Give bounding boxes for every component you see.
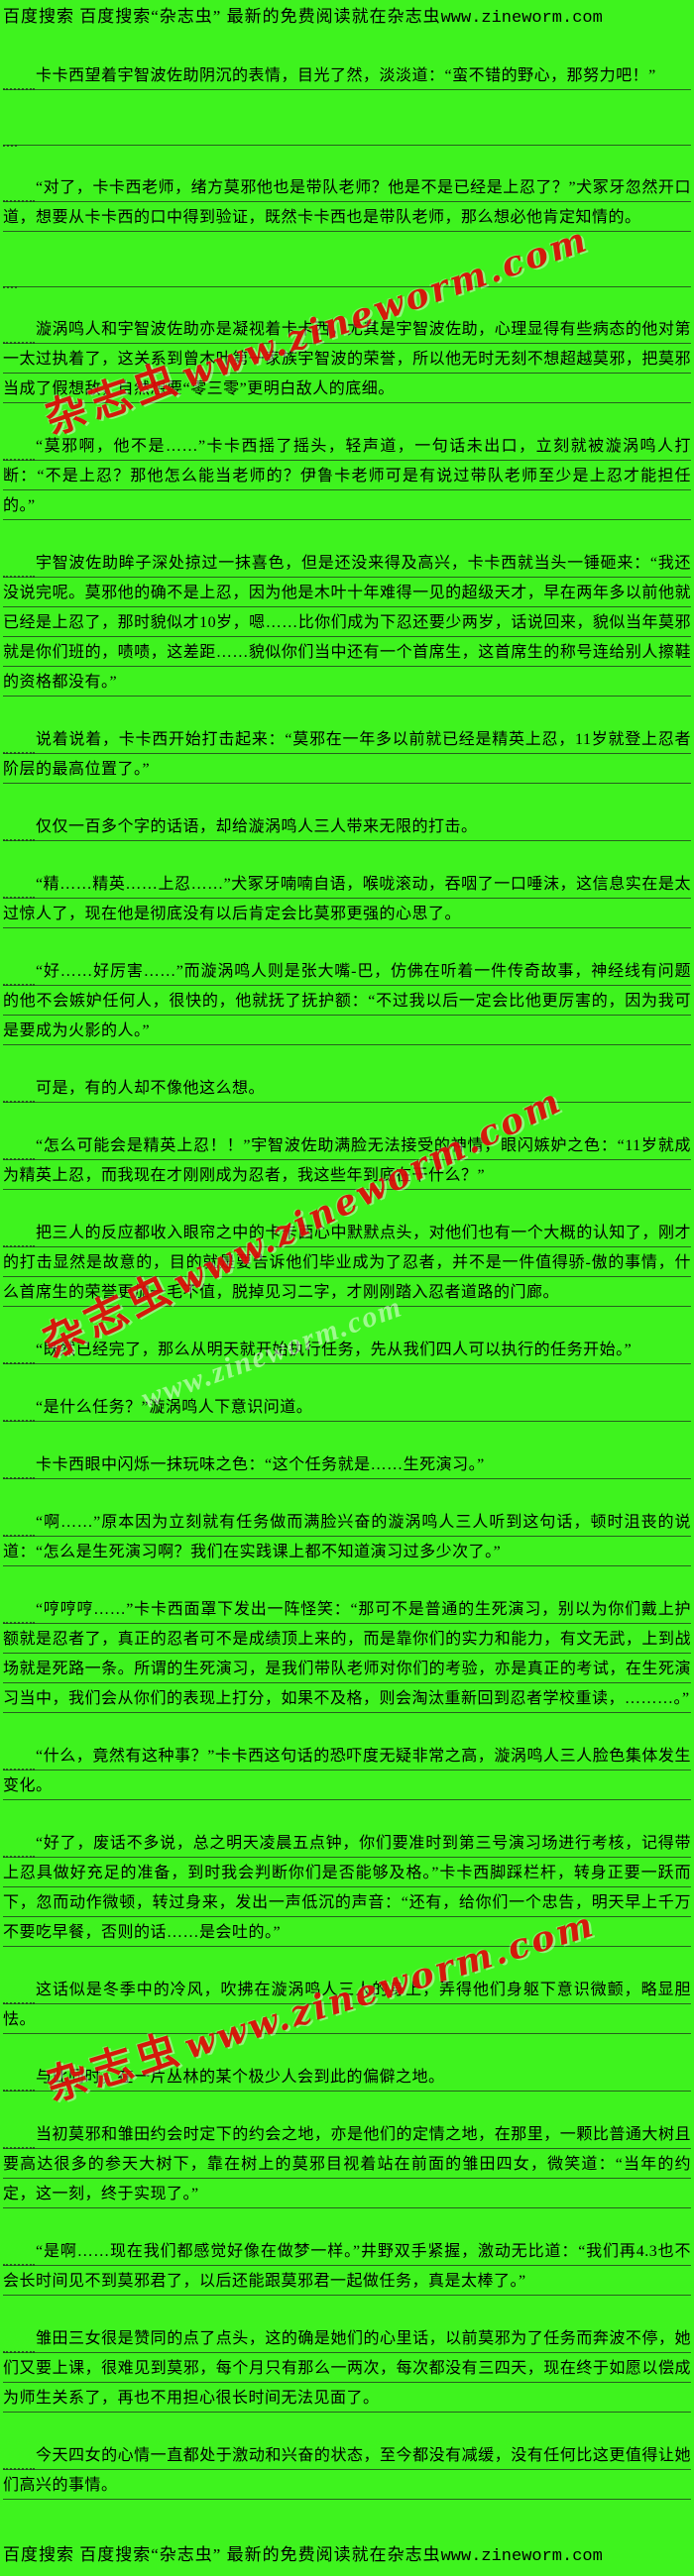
- header-site-url: www.zineworm.com: [440, 9, 603, 28]
- paragraph: “什么，竟然有这种事？”卡卡西这句话的恐吓度无疑非常之高，漩涡鸣人三人脸色集体发…: [3, 1742, 691, 1801]
- paragraph: 与此同时，在一片丛林的某个极少人会到此的偏僻之地。: [3, 2063, 691, 2093]
- header-text: 百度搜索 百度搜索“杂志虫” 最新的免费阅读就在杂志虫: [3, 7, 441, 26]
- paragraph: “怎么可能会是精英上忍！！”宇智波佐助满脸无法接受的神情，眼闪嫉妒之色：“11岁…: [3, 1131, 691, 1191]
- paragraph: 说着说着，卡卡西开始打击起来：“莫邪在一年多以前就已经是精英上忍，11岁就登上忍…: [3, 725, 691, 785]
- paragraph: “好……好厉害……”而漩涡鸣人则是张大嘴-巴，仿佛在听着一件传奇故事，神经线有问…: [3, 957, 691, 1046]
- paragraph: 漩涡鸣人和宇智波佐助亦是凝视着卡卡西，尤其是宇智波佐助，心理显得有些病态的他对第…: [3, 315, 691, 404]
- paragraph: “是啊……现在我们都感觉好像在做梦一样。”井野双手紧握，激动无比道：“我们再4.…: [3, 2237, 691, 2297]
- paragraph: 卡卡西眼中闪烁一抹玩味之色：“这个任务就是……生死演习。”: [3, 1450, 691, 1480]
- paragraph: “莫邪啊，他不是……”卡卡西摇了摇头，轻声道，一句话未出口，立刻就被漩涡鸣人打断…: [3, 432, 691, 521]
- paragraph: 把三人的反应都收入眼帘之中的卡卡西心中默默点头，对他们也有一个大概的认知了，刚才…: [3, 1219, 691, 1308]
- paragraph: 宇智波佐助眸子深处掠过一抹喜色，但是还没来得及高兴，卡卡西就当头一锤砸来：“我还…: [3, 549, 691, 698]
- paragraph: “啊……”原本因为立刻就有任务做而满脸兴奋的漩涡鸣人三人听到这句话，顿时沮丧的说…: [3, 1508, 691, 1567]
- paragraph: 雏田三女很是赞同的点了点头，这的确是她们的心里话，以前莫邪为了任务而奔波不停，她…: [3, 2324, 691, 2414]
- paragraph: “对了，卡卡西老师，绪方莫邪他也是带队老师？他是不是已经是上忍了？”犬冢牙忽然开…: [3, 173, 691, 233]
- blank-line: [3, 261, 691, 288]
- paragraph: 当初莫邪和雏田约会时定下的约会之地，亦是他们的定情之地，在那里，一颗比普通大树且…: [3, 2120, 691, 2209]
- paragraph: 卡卡西望着宇智波佐助阴沉的表情，目光了然，淡淡道：“蛮不错的野心，那努力吧！”: [3, 61, 691, 91]
- footer-banner: 百度搜索 百度搜索“杂志虫” 最新的免费阅读就在杂志虫www.zineworm.…: [0, 2538, 694, 2568]
- paragraph: 这话似是冬季中的冷风，吹拂在漩涡鸣人三人的身上，弄得他们身躯下意识微颤，略显胆怯…: [3, 1976, 691, 2035]
- novel-body: 卡卡西望着宇智波佐助阴沉的表情，目光了然，淡淡道：“蛮不错的野心，那努力吧！” “…: [0, 30, 694, 2501]
- paragraph: 仅仅一百多个字的话语，却给漩涡鸣人三人带来无限的打击。: [3, 812, 691, 842]
- paragraph: 可是，有的人却不像他这么想。: [3, 1074, 691, 1104]
- paragraph: “好了，废话不多说，总之明天凌晨五点钟，你们要准时到第三号演习场进行考核，记得带…: [3, 1829, 691, 1948]
- footer-text: 百度搜索 百度搜索“杂志虫” 最新的免费阅读就在杂志虫: [3, 2545, 441, 2564]
- paragraph: “既然已经完了，那么从明天就开始执行任务，先从我们四人可以执行的任务开始。”: [3, 1336, 691, 1365]
- header-banner: 百度搜索 百度搜索“杂志虫” 最新的免费阅读就在杂志虫www.zineworm.…: [0, 0, 694, 30]
- footer-site-url: www.zineworm.com: [440, 2547, 603, 2566]
- paragraph: “哼哼哼……”卡卡西面罩下发出一阵怪笑：“那可不是普通的生死演习，别以为你们戴上…: [3, 1595, 691, 1714]
- blank-line: [3, 119, 691, 147]
- paragraph: “精……精英……上忍……”犬冢牙喃喃自语，喉咙滚动，吞咽了一口唾沫，这信息实在是…: [3, 870, 691, 929]
- paragraph: 今天四女的心情一直都处于激动和兴奋的状态，至今都没有减缓，没有任何比这更值得让她…: [3, 2441, 691, 2501]
- paragraph: “是什么任务？”漩涡鸣人下意识问道。: [3, 1393, 691, 1423]
